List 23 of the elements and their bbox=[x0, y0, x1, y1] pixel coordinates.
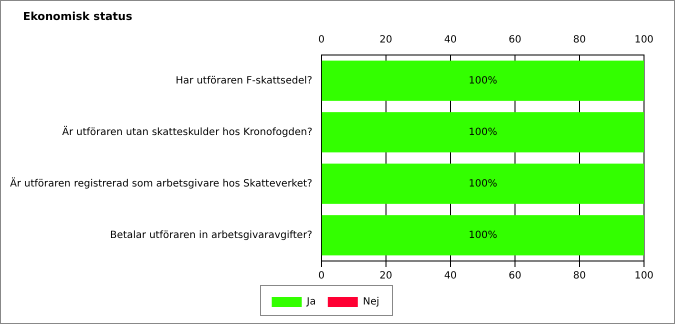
x2-tick-label: 40 bbox=[444, 34, 457, 46]
legend-label: Ja bbox=[306, 296, 316, 308]
data-label: 100% bbox=[468, 230, 498, 241]
data-label: 100% bbox=[468, 75, 498, 86]
x-tick-label: 40 bbox=[444, 270, 457, 282]
data-label: 100% bbox=[468, 178, 498, 190]
text: Ekonomisk status bbox=[23, 10, 132, 23]
x2-tick-label: 20 bbox=[380, 34, 392, 46]
x-tick-label: 60 bbox=[508, 270, 522, 282]
x-tick-label: 0 bbox=[318, 270, 325, 282]
y-tick-label: Betalar utföraren in arbetsgivaravgifter? bbox=[110, 230, 312, 241]
y-tick-label: Är utföraren registrerad som arbetsgivare hos Skatteverket? bbox=[10, 176, 312, 190]
x-tick-label: 100 bbox=[634, 270, 654, 282]
legend-label: Nej bbox=[362, 296, 380, 308]
x2-tick-label: 100 bbox=[634, 34, 654, 46]
y-tick-label: Är utföraren utan skatteskulder hos Kronofogden? bbox=[62, 124, 312, 138]
x2-tick-label: 60 bbox=[508, 34, 522, 46]
data-label: 100% bbox=[468, 126, 498, 138]
y-tick-label: Har utföraren F-skattsedel? bbox=[176, 75, 312, 86]
x2-tick-label: 0 bbox=[318, 34, 325, 46]
x2-tick-label: 80 bbox=[573, 34, 586, 46]
x-tick-label: 80 bbox=[573, 270, 586, 282]
x-tick-label: 20 bbox=[380, 270, 392, 282]
